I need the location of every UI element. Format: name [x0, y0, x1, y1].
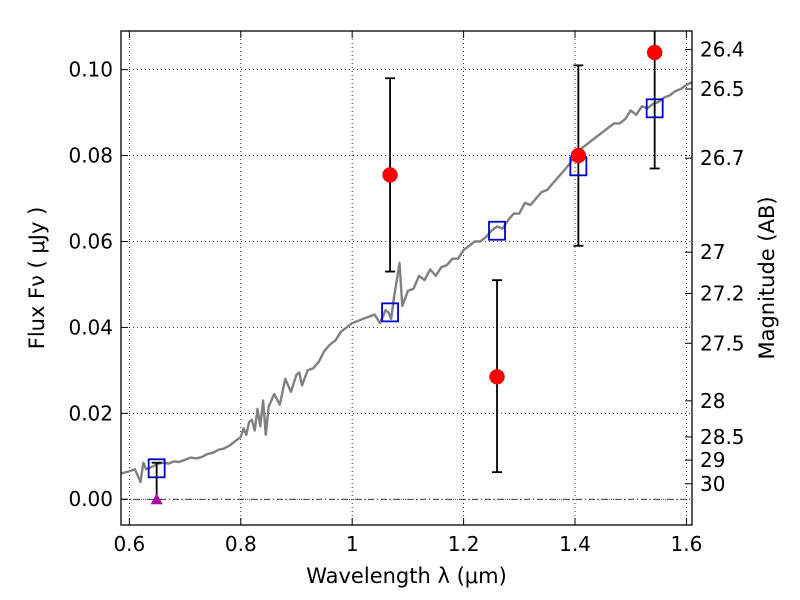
model-photometry-point: [381, 302, 399, 323]
y-axis-label: Flux Fν ( μJy ): [25, 207, 49, 350]
y-tick-label: 0.02: [68, 401, 113, 425]
model-photometry-point: [645, 98, 664, 119]
observed-point: [382, 167, 398, 183]
y-tick-label: 0.04: [68, 315, 113, 339]
y-tick-label: 0.06: [68, 229, 113, 253]
x-tick-label: 1.4: [559, 532, 591, 556]
observed-point: [489, 369, 505, 385]
magnitude-tick-label: 30: [700, 472, 725, 496]
magnitude-tick-label: 26.7: [700, 146, 745, 170]
magnitude-tick-label: 27: [700, 240, 725, 264]
magnitude-tick-label: 27.5: [700, 331, 745, 355]
plot-area: [120, 31, 693, 505]
x-tick-label: 1.2: [448, 532, 480, 556]
observed-point: [570, 147, 587, 164]
sed-model-line: [120, 81, 693, 484]
plot-frame: [120, 30, 693, 526]
x-tick-label: 0.6: [113, 532, 145, 556]
axes-ticks: 0.6 0.8 1 1.2 1.4 1.6 0.00 0.02 0.04 0.06 0.08 0.10…: [68, 31, 745, 556]
model-photometry-point: [488, 220, 506, 241]
magnitude-tick-label: 26.4: [700, 37, 745, 61]
x-tick-label: 0.8: [225, 532, 257, 556]
magnitude-tick-label: 29: [700, 448, 725, 472]
upper-limit-marker: [150, 493, 163, 505]
magnitude-axis-label: Magnitude (AB): [755, 196, 779, 359]
x-tick-label: 1.6: [671, 532, 703, 556]
magnitude-tick-label: 27.2: [700, 281, 745, 305]
magnitude-tick-label: 28: [700, 389, 725, 413]
y-tick-label: 0.00: [68, 487, 113, 511]
magnitude-tick-label: 28.5: [700, 425, 745, 449]
x-axis-label: Wavelength λ (μm): [306, 564, 507, 588]
y-tick-label: 0.08: [68, 144, 113, 168]
x-tick-label: 1: [346, 532, 359, 556]
observed-point: [646, 44, 663, 61]
y-tick-label: 0.10: [68, 58, 113, 82]
magnitude-tick-label: 26.5: [700, 77, 745, 101]
model-photometry-point: [147, 458, 166, 479]
grid: [121, 31, 692, 525]
